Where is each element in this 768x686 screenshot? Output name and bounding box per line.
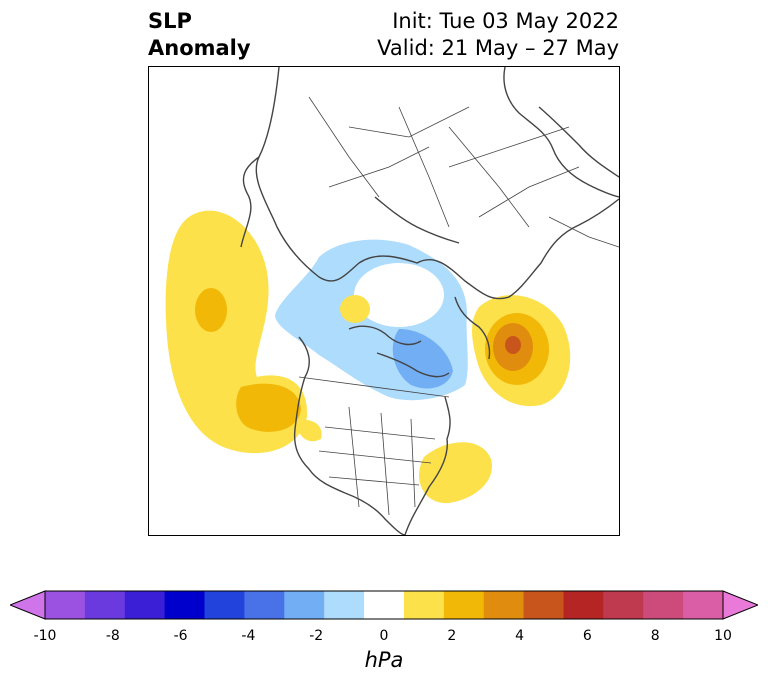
colorbar-cell	[483, 591, 525, 619]
colorbar-cells	[45, 591, 724, 619]
colorbar-cell	[124, 591, 166, 619]
colorbar-cell	[683, 591, 724, 619]
colorbar-cell	[403, 591, 445, 619]
colorbar-cell	[603, 591, 644, 619]
colorbar-tick-label: -10	[33, 628, 57, 644]
colorbar-over-extend	[722, 590, 758, 620]
colorbar-cell	[523, 591, 564, 619]
valid-range: Valid: 21 May – 27 May	[377, 36, 619, 60]
colorbar-cell	[164, 591, 206, 619]
forecast-dates: Init: Tue 03 May 2022 Valid: 21 May – 27…	[377, 8, 619, 62]
colorbar-cell	[364, 591, 405, 619]
anomaly-north-pacific	[165, 210, 308, 454]
colorbar-tick-label: 8	[650, 628, 660, 644]
anomaly-central-arctic	[340, 295, 370, 323]
colorbar-cell	[204, 591, 245, 619]
map-panel	[148, 66, 620, 536]
colorbar-cell	[45, 591, 86, 619]
init-date: Init: Tue 03 May 2022	[392, 9, 619, 33]
colorbar-cell	[244, 591, 285, 619]
colorbar-cell	[563, 591, 604, 619]
colorbar-outline	[44, 590, 724, 620]
colorbar-tick-label: 2	[447, 628, 457, 644]
coastlines	[240, 67, 619, 535]
colorbar-tick-label: -8	[105, 628, 120, 644]
colorbar-tick-label: 6	[582, 628, 592, 644]
colorbar-tick-label: 4	[515, 628, 525, 644]
colorbar-cell	[443, 591, 485, 619]
colorbar-tick-label: -4	[241, 628, 256, 644]
colorbar-cell	[284, 591, 325, 619]
colorbar-units: hPa	[364, 648, 404, 672]
colorbar-tick-label: 0	[379, 628, 389, 644]
colorbar-under-extend	[10, 590, 46, 620]
colorbar	[10, 590, 758, 620]
colorbar-cell	[324, 591, 365, 619]
colorbar-tick-label: 10	[714, 628, 732, 644]
anomaly-scandinavia	[472, 295, 571, 407]
slp-anomaly-map	[165, 67, 619, 535]
map-title: SLP Anomaly	[148, 8, 251, 62]
colorbar-tick-label: -6	[173, 628, 188, 644]
anomaly-north-atlantic	[419, 442, 492, 504]
title-line-1: SLP	[148, 9, 192, 33]
colorbar-tick-label: -2	[309, 628, 324, 644]
title-line-2: Anomaly	[148, 36, 251, 60]
political-borders	[298, 96, 619, 516]
colorbar-cell	[84, 591, 126, 619]
anomaly-us-west-coast	[295, 419, 322, 442]
colorbar-cell	[643, 591, 684, 619]
